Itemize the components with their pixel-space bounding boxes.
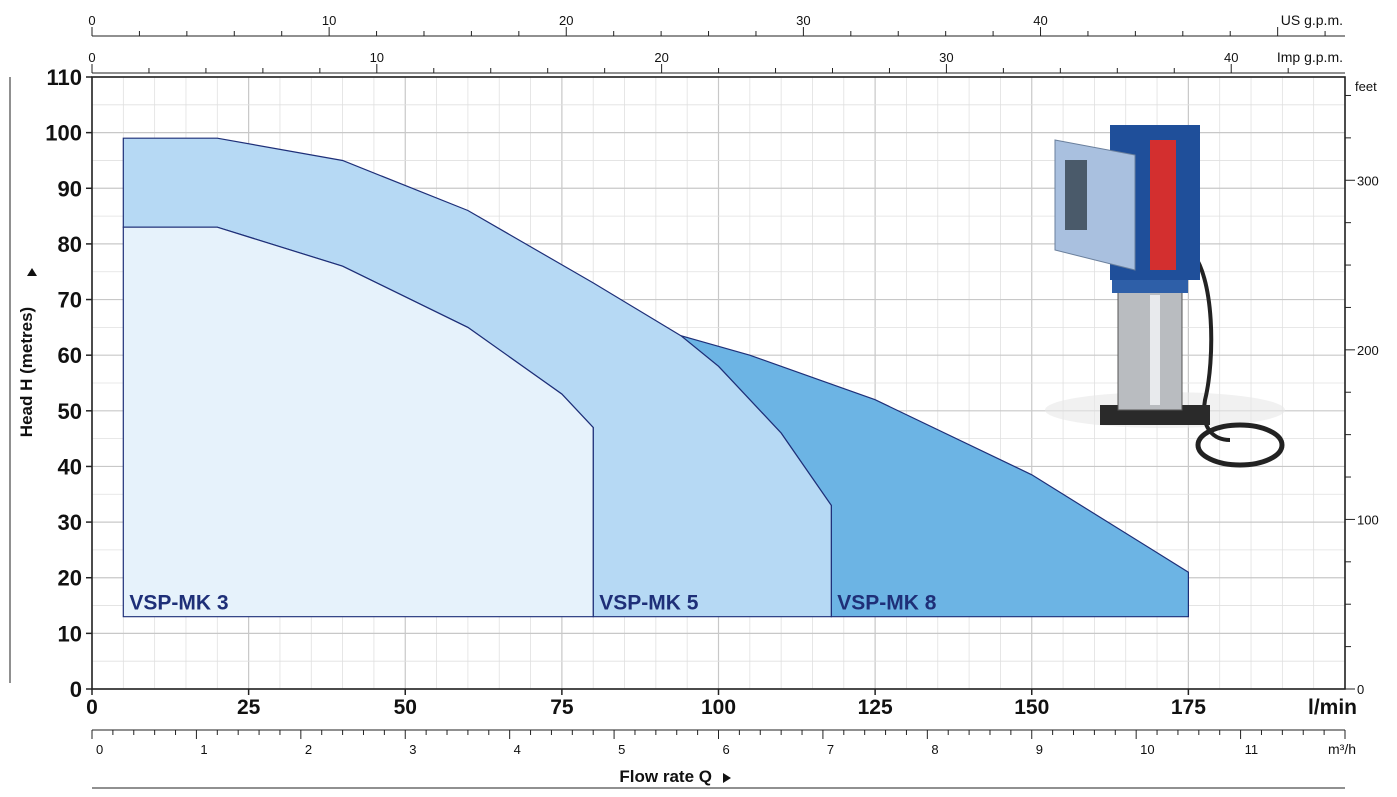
y-tick-label: 70	[58, 288, 82, 313]
x-title-arrow	[723, 773, 731, 783]
us-gpm-axis-unit: US g.p.m.	[1281, 12, 1343, 28]
x-tick-label: 25	[237, 696, 261, 719]
pump-photo	[1045, 125, 1285, 468]
x-tick-label: 100	[701, 696, 736, 719]
y-title-arrow	[27, 268, 37, 276]
pump-red-band	[1150, 140, 1176, 270]
m3h-label: 3	[409, 742, 416, 757]
y-tick-label: 90	[58, 176, 82, 201]
x-tick-label: 150	[1014, 696, 1049, 719]
m3h-label: 11	[1245, 742, 1259, 757]
us-gpm-axis-label: 30	[796, 13, 810, 28]
m3h-label: 5	[618, 742, 625, 757]
imp-gpm-axis-label: 40	[1224, 50, 1238, 65]
y-tick-label: 0	[70, 677, 82, 702]
feet-label: 200	[1357, 343, 1379, 358]
imp-gpm-axis-unit: Imp g.p.m.	[1277, 49, 1343, 65]
axis-labels: Head H (metres) Flow rate Q	[17, 307, 712, 786]
pump-highlight	[1150, 295, 1160, 405]
m3h-label: 8	[931, 742, 938, 757]
feet-unit: feet	[1355, 79, 1377, 94]
m3h-label: 7	[827, 742, 834, 757]
series-label-vsp-mk-8: VSP-MK 8	[837, 592, 937, 615]
y-axis-title: Head H (metres)	[17, 307, 36, 437]
pump-cable	[1188, 248, 1231, 442]
imp-gpm-axis-label: 30	[939, 50, 953, 65]
series-label-vsp-mk-3: VSP-MK 3	[129, 592, 228, 615]
y-tick-label: 60	[58, 343, 82, 368]
y-tick-label: 110	[47, 65, 83, 90]
imp-gpm-axis: 0 10 20 30 40 Imp g.p.m.	[88, 49, 1345, 74]
feet-label: 0	[1357, 682, 1364, 697]
m3h-label: 1	[200, 742, 207, 757]
m3h-axis: 0 1 2 3 4 5 6 7 8 9 10 11 m³/h	[91, 729, 1356, 757]
y-tick-label: 10	[58, 621, 82, 646]
m3h-label: 2	[305, 742, 312, 757]
x-tick-label: 175	[1171, 696, 1206, 719]
feet-label: 300	[1357, 173, 1379, 188]
feet-axis: 0 100 200 300 feet	[1345, 79, 1379, 697]
us-gpm-axis-label: 10	[322, 13, 336, 28]
x-unit-label: l/min	[1308, 696, 1357, 719]
y-tick-label: 50	[58, 399, 82, 424]
imp-gpm-axis-label: 0	[88, 50, 95, 65]
m3h-label: 0	[96, 742, 103, 757]
us-gpm-axis-label: 20	[559, 13, 573, 28]
series-area-vsp-mk-3	[122, 226, 594, 618]
x-tick-label: 125	[858, 696, 893, 719]
imp-gpm-axis-label: 20	[654, 50, 668, 65]
us-gpm-axis: 0 10 20 30 40 US g.p.m.	[88, 12, 1345, 37]
m3h-label: 4	[514, 742, 521, 757]
y-tick-label: 100	[45, 121, 82, 146]
pump-cable-coil	[1195, 422, 1285, 468]
feet-label: 100	[1357, 512, 1379, 527]
m3h-label: 6	[723, 742, 730, 757]
imp-gpm-axis-label: 10	[370, 50, 384, 65]
m3h-unit: m³/h	[1328, 741, 1356, 757]
series-areas: VSP-MK 8 VSP-MK 5 VSP-MK 3	[122, 137, 1189, 618]
series-label-vsp-mk-5: VSP-MK 5	[599, 592, 699, 615]
us-gpm-axis-label: 0	[88, 13, 95, 28]
y-tick-label: 20	[58, 566, 82, 591]
y-tick-label: 40	[58, 454, 82, 479]
m3h-label: 9	[1036, 742, 1043, 757]
x-tick-label: 75	[550, 696, 574, 719]
x-tick-label: 50	[394, 696, 417, 719]
m3h-label: 10	[1140, 742, 1154, 757]
y-tick-label: 30	[58, 510, 82, 535]
us-gpm-axis-label: 40	[1033, 13, 1047, 28]
x-axis-title: Flow rate Q	[619, 767, 712, 786]
x-tick-label: 0	[86, 696, 98, 719]
y-tick-label: 80	[58, 232, 82, 257]
pump-display	[1065, 160, 1087, 230]
